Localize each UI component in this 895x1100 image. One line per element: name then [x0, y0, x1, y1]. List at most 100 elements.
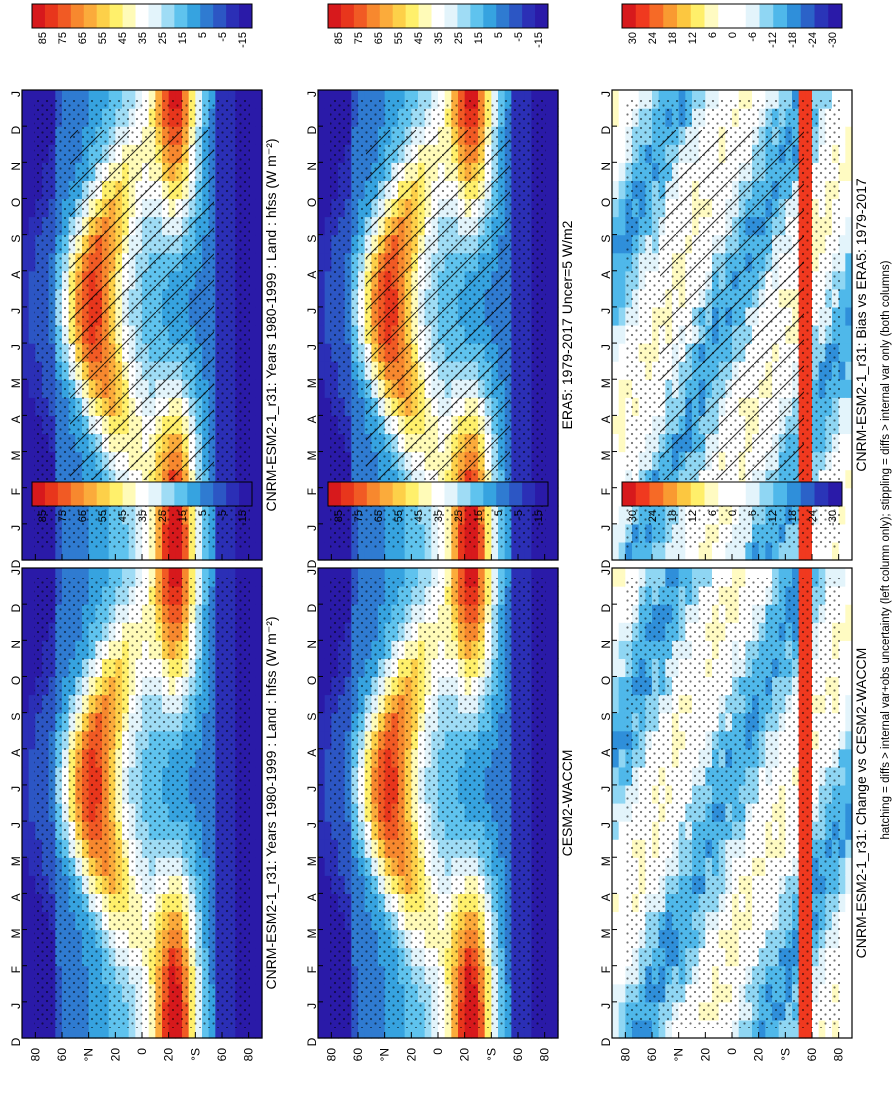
month-tick-label: S: [305, 713, 319, 721]
heat-cell: [484, 568, 492, 587]
heat-cell: [438, 568, 446, 587]
heat-cell: [22, 234, 30, 254]
heat-cell: [618, 234, 626, 254]
month-tick-label: O: [9, 198, 23, 207]
colorbar-swatch: [226, 4, 240, 28]
colorbar-tick-label: 45: [117, 32, 129, 44]
colorbar-tick-label: 25: [453, 510, 465, 522]
colorbar-swatch: [496, 4, 510, 28]
heat-cell: [424, 90, 432, 109]
heat-cell: [28, 180, 36, 200]
heat-cell: [324, 144, 332, 163]
heat-cell: [28, 144, 36, 163]
heat-cell: [765, 541, 773, 561]
heat-cell: [632, 541, 640, 561]
heat-cell: [255, 839, 263, 858]
heat-cell: [188, 90, 196, 109]
heat-cell: [612, 469, 620, 489]
heat-cell: [551, 694, 559, 714]
heat-cell: [22, 676, 30, 696]
heat-cell: [551, 983, 559, 1003]
heat-cell: [318, 1001, 326, 1021]
month-tick-label: J: [305, 525, 319, 531]
heat-cell: [685, 90, 693, 109]
heat-cell: [785, 541, 793, 561]
heat-cell: [162, 90, 170, 109]
heat-cell: [318, 586, 326, 605]
heat-cell: [182, 541, 190, 561]
heat-cell: [544, 361, 552, 380]
heat-cell: [28, 361, 36, 380]
heat-cell: [318, 541, 326, 561]
colorbar-swatch: [200, 482, 214, 506]
heat-cell: [324, 821, 332, 840]
heat-cell: [404, 568, 412, 587]
heat-cell: [28, 821, 36, 840]
heat-cell: [358, 568, 366, 587]
lat-tick-label: °N: [378, 1048, 392, 1061]
heat-cell: [792, 90, 800, 109]
heat-cell: [451, 568, 459, 587]
heat-cell: [498, 568, 506, 587]
heat-cell: [618, 252, 626, 272]
heat-cell: [318, 325, 326, 344]
colorbar-swatch: [328, 4, 342, 28]
heat-cell: [705, 90, 713, 109]
heat-cell: [551, 784, 559, 804]
heat-cell: [544, 676, 552, 696]
heat-cell: [478, 90, 486, 109]
heat-cell: [551, 397, 559, 416]
heat-cell: [255, 469, 263, 489]
heat-cell: [248, 1001, 256, 1021]
heat-cell: [22, 451, 30, 471]
colorbar-tick-label: 85: [37, 32, 49, 44]
colorbar-tick-label: 25: [453, 32, 465, 44]
heat-cell: [498, 1019, 506, 1039]
heat-cell: [108, 568, 116, 587]
colorbar-tick-label: 75: [353, 32, 365, 44]
heat-cell: [22, 658, 30, 678]
heat-cell: [222, 90, 230, 109]
month-tick-label: D: [305, 603, 319, 612]
heat-cell: [28, 343, 36, 362]
heat-cell: [612, 397, 620, 416]
heat-cell: [845, 234, 853, 254]
month-tick-label: A: [9, 893, 23, 901]
heat-cell: [551, 857, 559, 876]
heat-cell: [255, 676, 263, 696]
heat-cell: [838, 270, 846, 290]
heat-cell: [491, 90, 499, 109]
heat-cell: [35, 541, 43, 561]
month-tick-label: A: [9, 415, 23, 423]
heat-cell: [324, 676, 332, 696]
colorbar-tick-label: 55: [393, 32, 405, 44]
month-tick-label: A: [9, 749, 23, 757]
colorbar-swatch: [392, 4, 407, 28]
heat-cell: [162, 1019, 170, 1039]
colorbar-swatch: [353, 4, 368, 28]
heat-cell: [351, 90, 359, 109]
heat-cell: [202, 568, 210, 587]
heat-cell: [62, 90, 70, 109]
panel-5: 8060°N20020°S6080DJFMAMJJASONDJCNRM-ESM2…: [599, 3, 869, 583]
heat-cell: [838, 288, 846, 308]
heat-cell: [248, 234, 256, 254]
colorbar-tick-label: 45: [413, 32, 425, 44]
heat-cell: [318, 216, 326, 236]
month-tick-label: D: [9, 603, 23, 612]
month-tick-label: A: [305, 415, 319, 423]
heat-cell: [215, 568, 223, 587]
colorbar-swatch: [431, 4, 445, 28]
colorbar-swatch: [109, 4, 124, 28]
heat-cell: [28, 252, 36, 272]
heat-cell: [464, 90, 472, 109]
heat-cell: [202, 90, 210, 109]
heat-cell: [318, 505, 326, 525]
heat-cell: [838, 180, 846, 200]
heat-cell: [318, 730, 326, 750]
heat-cell: [22, 487, 30, 507]
heat-cell: [444, 541, 452, 561]
heat-cell: [108, 541, 116, 561]
heat-cell: [318, 144, 326, 163]
heat-cell: [498, 90, 506, 109]
